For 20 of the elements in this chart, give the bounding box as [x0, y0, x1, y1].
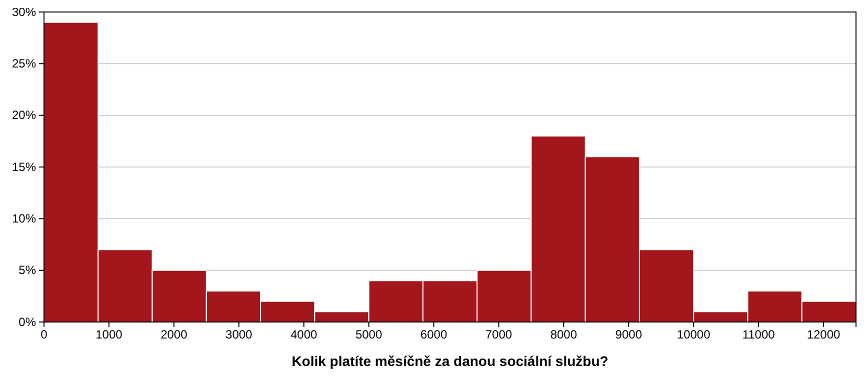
- x-tick-label: 2000: [160, 328, 188, 342]
- x-tick-label: 0: [40, 328, 48, 342]
- x-tick-label: 5000: [355, 328, 382, 342]
- x-tick-label: 9000: [615, 328, 642, 342]
- x-tick-label: 12000: [806, 328, 841, 342]
- x-tick-label: 6000: [420, 328, 448, 342]
- x-tick-label: 8000: [550, 328, 578, 342]
- y-tick-label: 0%: [18, 314, 36, 329]
- y-tick-label: 15%: [12, 160, 36, 174]
- x-tick-label: 7000: [485, 328, 512, 342]
- x-tick-label: 11000: [742, 328, 776, 342]
- x-axis-title: Kolik platíte měsíčně za danou sociální službu?: [292, 353, 608, 369]
- y-tick-label: 25%: [12, 56, 36, 71]
- y-tick-label: 10%: [12, 212, 36, 226]
- y-tick-label: 20%: [12, 108, 36, 122]
- x-tick-label: 4000: [290, 328, 318, 342]
- x-tick-label: 1000: [96, 328, 123, 342]
- x-tick-label: 10000: [676, 328, 711, 342]
- x-tick-label: 3000: [226, 328, 253, 342]
- y-tick-label: 5%: [18, 263, 36, 278]
